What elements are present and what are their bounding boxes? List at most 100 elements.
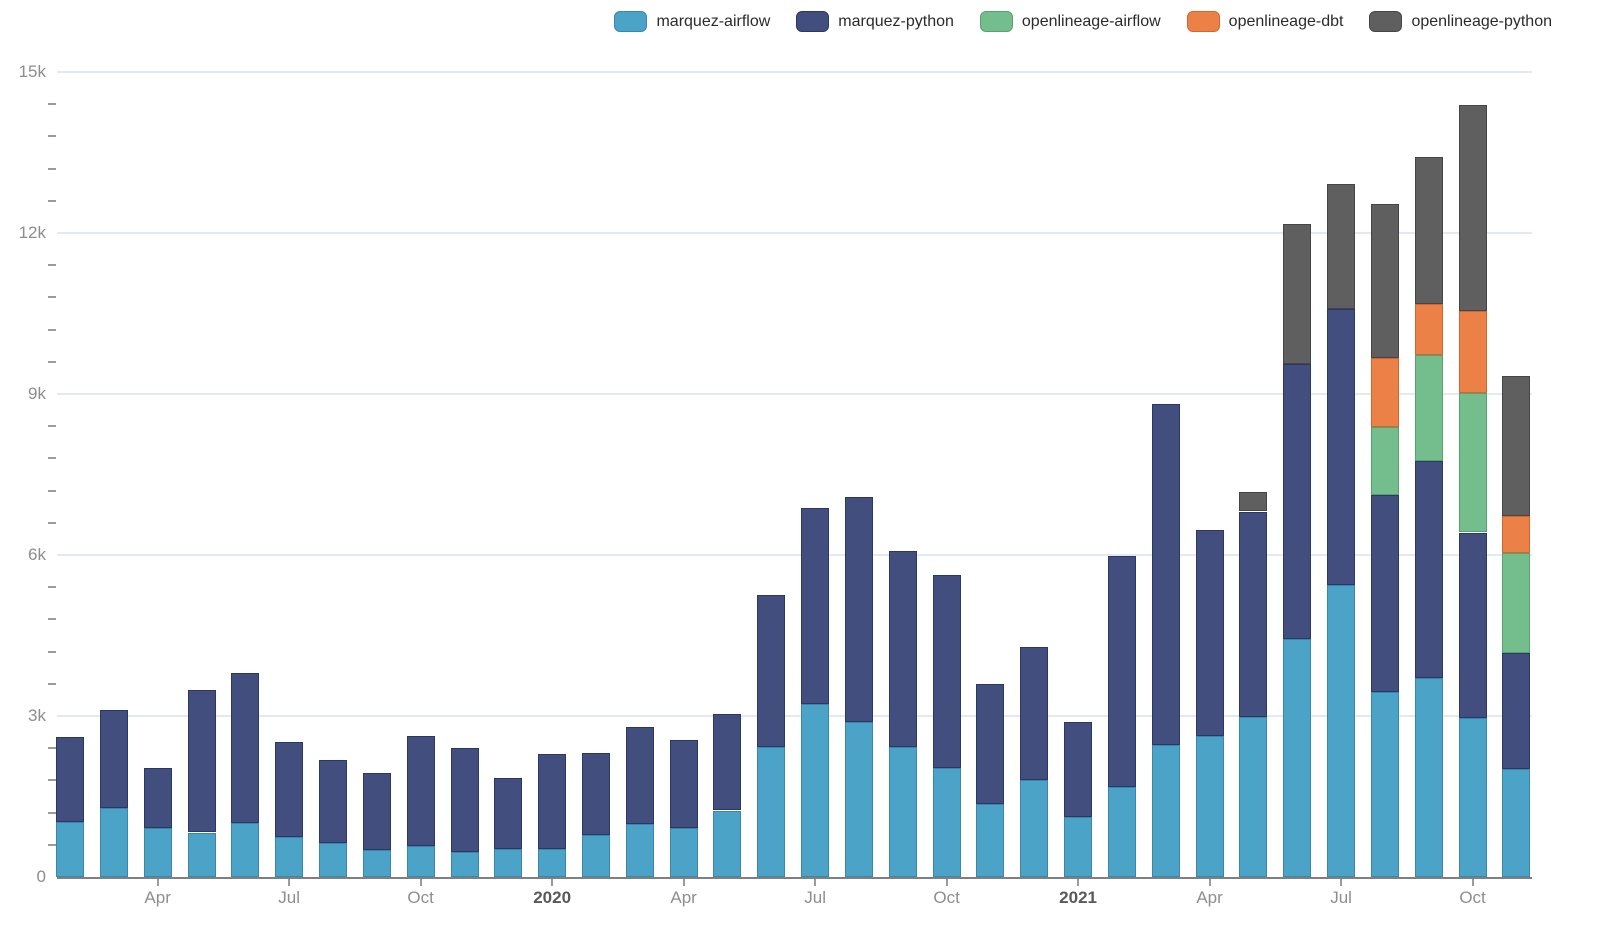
legend-item-marquez-python[interactable]: marquez-python [796,11,954,32]
bar-segment-marquez-python[interactable] [143,768,172,829]
bar-segment-marquez-python[interactable] [362,773,391,851]
bar-segment-marquez-python[interactable] [1064,721,1093,817]
bar-segment-marquez-airflow[interactable] [1020,779,1049,877]
bar-segment-marquez-python[interactable] [1239,511,1268,717]
y-axis-minor-tick [48,360,56,363]
x-axis-tick-label: Apr [1196,888,1223,907]
bar-segment-marquez-python[interactable] [801,507,830,705]
bar-segment-marquez-airflow[interactable] [844,721,873,877]
bar-segment-marquez-python[interactable] [538,753,567,850]
bar-segment-marquez-python[interactable] [187,690,216,833]
bar-segment-marquez-airflow[interactable] [56,821,84,877]
bar-segment-marquez-airflow[interactable] [494,849,523,877]
bar-segment-marquez-python[interactable] [450,748,479,852]
bar-segment-marquez-airflow[interactable] [187,832,216,877]
bar-segment-openlineage-python[interactable] [1327,183,1356,310]
bar-segment-marquez-airflow[interactable] [757,747,786,877]
bar-segment-marquez-airflow[interactable] [1107,787,1136,877]
bar-segment-marquez-python[interactable] [275,742,304,837]
bar-segment-marquez-python[interactable] [1370,495,1399,692]
bar-segment-marquez-airflow[interactable] [1414,677,1443,877]
bar-segment-marquez-airflow[interactable] [625,824,654,877]
bar-segment-marquez-python[interactable] [669,740,698,829]
legend-item-openlineage-dbt[interactable]: openlineage-dbt [1186,11,1343,32]
gridline [57,71,1532,73]
bar-segment-marquez-airflow[interactable] [143,828,172,877]
bar-segment-openlineage-python[interactable] [1502,376,1531,516]
y-axis-minor-tick [48,328,56,331]
bar-segment-marquez-python[interactable] [888,550,917,747]
y-axis-tick-label: 0 [36,867,46,886]
bar-segment-marquez-python[interactable] [625,727,654,825]
bar-segment-marquez-python[interactable] [1414,461,1443,678]
y-axis-minor-tick [48,489,56,492]
bar-segment-openlineage-airflow[interactable] [1502,553,1531,654]
bar-segment-marquez-python[interactable] [1151,404,1180,745]
bar-segment-marquez-airflow[interactable] [582,834,610,877]
bar-segment-marquez-airflow[interactable] [713,810,742,877]
bar-segment-marquez-airflow[interactable] [99,807,128,877]
bar-segment-marquez-airflow[interactable] [275,836,304,878]
bar-segment-marquez-python[interactable] [1502,653,1531,770]
bar-segment-marquez-python[interactable] [713,713,742,811]
x-axis-tick-label: Jul [278,888,301,907]
bar-segment-marquez-python[interactable] [932,574,961,768]
bar-segment-openlineage-airflow[interactable] [1414,354,1443,462]
bar-segment-openlineage-python[interactable] [1283,224,1312,364]
bar-segment-marquez-airflow[interactable] [538,849,567,877]
bar-segment-marquez-airflow[interactable] [1239,716,1268,877]
bar-segment-marquez-airflow[interactable] [932,767,961,877]
bar-segment-openlineage-airflow[interactable] [1370,427,1399,496]
bar-segment-marquez-python[interactable] [56,736,84,822]
gridline [57,554,1532,556]
bar-segment-openlineage-python[interactable] [1414,156,1443,305]
bar-segment-openlineage-python[interactable] [1458,104,1487,311]
bar-segment-marquez-python[interactable] [976,683,1005,804]
bar-segment-marquez-python[interactable] [1458,532,1487,719]
bar-segment-marquez-airflow[interactable] [1370,691,1399,878]
legend-item-marquez-airflow[interactable]: marquez-airflow [614,11,770,32]
bar-segment-openlineage-python[interactable] [1370,204,1399,358]
bar-segment-marquez-airflow[interactable] [362,850,391,877]
bar-segment-marquez-python[interactable] [1020,646,1049,780]
bar-segment-marquez-airflow[interactable] [1283,639,1312,877]
bar-segment-openlineage-dbt[interactable] [1414,304,1443,355]
bar-segment-marquez-airflow[interactable] [976,804,1005,877]
bar-segment-marquez-airflow[interactable] [319,842,347,877]
bar-segment-openlineage-airflow[interactable] [1458,392,1487,533]
bar-segment-marquez-airflow[interactable] [1327,585,1356,877]
bar-segment-marquez-python[interactable] [582,752,610,835]
x-axis-tick-label: Oct [407,888,434,907]
bar-segment-openlineage-python[interactable] [1239,492,1268,512]
bar-segment-marquez-airflow[interactable] [1195,735,1224,877]
bar-segment-marquez-python[interactable] [1107,555,1136,788]
bar-segment-marquez-airflow[interactable] [801,704,830,877]
y-axis-minor-tick [48,811,56,814]
bar-segment-marquez-airflow[interactable] [669,828,698,877]
bar-segment-marquez-airflow[interactable] [1458,718,1487,877]
bar-segment-marquez-python[interactable] [844,497,873,722]
legend-item-openlineage-airflow[interactable]: openlineage-airflow [979,11,1161,32]
legend-item-openlineage-python[interactable]: openlineage-python [1369,11,1552,32]
bar-segment-openlineage-dbt[interactable] [1370,358,1399,428]
legend-label: openlineage-python [1411,12,1552,30]
bar-segment-marquez-python[interactable] [231,672,260,823]
bar-segment-marquez-airflow[interactable] [450,851,479,877]
bar-segment-marquez-airflow[interactable] [231,822,260,877]
bar-segment-marquez-python[interactable] [1283,363,1312,640]
bar-segment-marquez-python[interactable] [494,778,523,850]
bar-segment-openlineage-dbt[interactable] [1502,515,1531,554]
bar-segment-openlineage-dbt[interactable] [1458,310,1487,393]
bar-segment-marquez-airflow[interactable] [1151,745,1180,877]
bar-segment-marquez-python[interactable] [757,595,786,748]
bar-segment-marquez-python[interactable] [406,735,435,846]
x-axis-tick-label: Jul [1330,888,1352,907]
bar-segment-marquez-python[interactable] [319,759,347,843]
bar-segment-marquez-python[interactable] [99,709,128,808]
bar-segment-marquez-airflow[interactable] [888,746,917,877]
bar-segment-marquez-python[interactable] [1195,530,1224,736]
bar-segment-marquez-python[interactable] [1327,309,1356,585]
bar-segment-marquez-airflow[interactable] [1502,769,1531,877]
bar-segment-marquez-airflow[interactable] [1064,816,1093,877]
bar-segment-marquez-airflow[interactable] [406,845,435,877]
